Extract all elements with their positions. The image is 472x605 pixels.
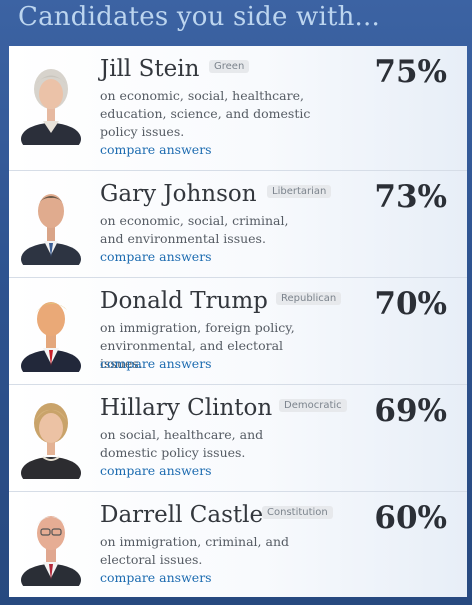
issues-text: on social, healthcare, and domestic poli… [100,427,264,460]
candidate-card-jill-stein[interactable]: Jill Stein Green on economic, social, he… [9,46,467,171]
jill-stein-avatar [21,69,81,145]
issues-text: on economic, social, criminal, and envir… [100,213,289,246]
party-badge: Green [209,60,250,73]
candidate-name: Donald Trump [100,288,268,314]
candidate-card-hillary-clinton[interactable]: Hillary Clinton Democratic on social, he… [9,385,467,492]
match-percent: 75% [374,54,447,90]
candidate-name: Darrell Castle [100,502,264,528]
candidate-list: Jill Stein Green on economic, social, he… [9,46,467,597]
section-title: Candidates you side with... [18,2,380,32]
candidate-name: Jill Stein [100,56,200,82]
party-badge: Republican [276,292,342,305]
party-badge: Constitution [262,506,333,519]
issues-text: on immigration, foreign policy, environm… [100,320,295,371]
compare-answers-link[interactable]: compare answers [100,142,212,157]
candidate-name: Gary Johnson [100,181,257,207]
hillary-clinton-avatar [21,403,81,479]
match-percent: 73% [374,179,447,215]
donald-trump-avatar [21,302,81,372]
candidate-card-darrell-castle[interactable]: Darrell Castle Constitution on immigrati… [9,492,467,597]
candidate-name: Hillary Clinton [100,395,273,421]
compare-answers-link[interactable]: compare answers [100,356,212,371]
darrell-castle-avatar [21,516,81,586]
match-percent: 60% [374,500,447,536]
party-badge: Democratic [279,399,347,412]
gary-johnson-avatar [21,194,81,265]
match-percent: 69% [374,393,447,429]
candidate-card-gary-johnson[interactable]: Gary Johnson Libertarian on economic, so… [9,171,467,278]
compare-answers-link[interactable]: compare answers [100,249,212,264]
match-percent: 70% [374,286,447,322]
issues-text: on immigration, criminal, and electoral … [100,534,290,567]
candidate-card-donald-trump[interactable]: Donald Trump Republican on immigration, … [9,278,467,385]
issues-text: on economic, social, healthcare, educati… [100,88,311,139]
compare-answers-link[interactable]: compare answers [100,570,212,585]
party-badge: Libertarian [267,185,332,198]
compare-answers-link[interactable]: compare answers [100,463,212,478]
